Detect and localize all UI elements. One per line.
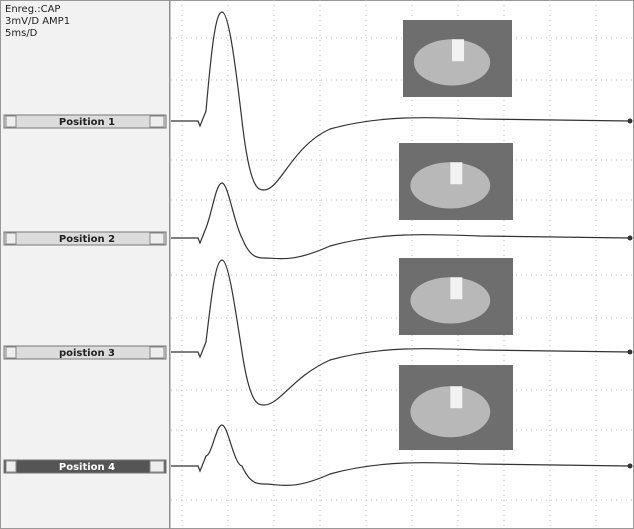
channel-button[interactable]	[150, 116, 164, 127]
app-window: Position 1 Position 2 poistion 3 Position 4…	[0, 0, 634, 529]
channel-button[interactable]	[6, 461, 16, 472]
channel-button[interactable]	[150, 347, 164, 358]
trace-end	[628, 464, 633, 469]
trace-end	[628, 350, 633, 355]
photo-electrode	[452, 39, 464, 61]
channel-button[interactable]	[150, 233, 164, 244]
recording-view: Position 1 Position 2 poistion 3 Position 4…	[0, 0, 634, 529]
sensitivity: 3mV/D AMP1	[5, 16, 70, 27]
channel-button[interactable]	[6, 116, 16, 127]
photo-electrode	[450, 162, 462, 184]
recording-name: Enreg.:CAP	[5, 4, 60, 15]
channel-label: Position 4	[59, 462, 115, 473]
channel-label: Position 2	[59, 234, 115, 245]
channel-label: Position 1	[59, 117, 115, 128]
channel-label: poistion 3	[59, 348, 115, 359]
photo-electrode	[450, 386, 462, 408]
trace-end	[628, 236, 633, 241]
photo-electrode	[450, 277, 462, 299]
channel-button[interactable]	[6, 347, 16, 358]
channel-button[interactable]	[6, 233, 16, 244]
trace-end	[628, 119, 633, 124]
left-panel	[1, 1, 170, 529]
timebase: 5ms/D	[5, 28, 38, 39]
channel-button[interactable]	[150, 461, 164, 472]
